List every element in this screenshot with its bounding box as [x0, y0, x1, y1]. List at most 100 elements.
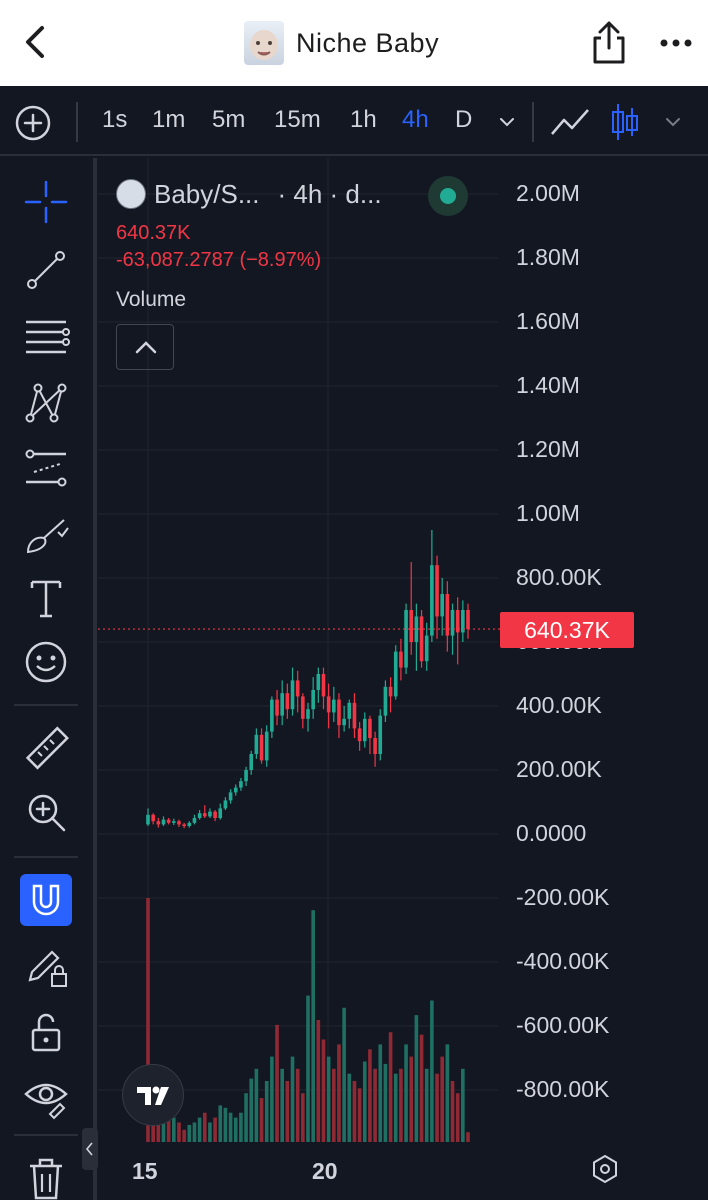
pattern-tool[interactable]: [20, 376, 72, 428]
fib-tool[interactable]: [20, 310, 72, 362]
candle-body: [295, 680, 300, 697]
candle-body: [233, 787, 238, 793]
measure-tool[interactable]: [20, 722, 72, 774]
last-price: 640.37K: [116, 222, 191, 244]
price-chart[interactable]: [98, 158, 708, 1200]
volume-bar: [146, 898, 150, 1142]
candle-body: [337, 699, 341, 726]
pencil-lock-icon: [28, 950, 67, 987]
smiley-icon: [25, 641, 67, 683]
drawing-tools-rail: [0, 158, 92, 1200]
crosshair-tool[interactable]: [20, 176, 72, 228]
timeframe-1s[interactable]: 1s: [102, 106, 128, 133]
timeframe-1h[interactable]: 1h: [350, 106, 377, 133]
timeframe-15m[interactable]: 15m: [274, 106, 321, 133]
volume-bar: [362, 1061, 367, 1142]
rail-divider: [14, 1134, 78, 1136]
volume-indicator-label[interactable]: Volume: [116, 288, 187, 311]
x-tick-label: 20: [312, 1158, 338, 1184]
candle-body: [223, 800, 228, 809]
app-header: Niche Baby: [0, 0, 708, 86]
collapse-legend-button[interactable]: [116, 324, 174, 370]
visibility-tool[interactable]: [20, 1070, 72, 1122]
volume-bar: [259, 1098, 264, 1142]
chevron-left-icon: [26, 26, 44, 58]
tradingview-logo[interactable]: [122, 1064, 184, 1126]
magnet-tool[interactable]: [20, 874, 72, 926]
y-tick-label: 1.20M: [516, 436, 580, 462]
candle-body: [311, 690, 315, 710]
trend-line-icon: [27, 251, 65, 289]
volume-bar: [295, 1068, 300, 1142]
market-status-dot[interactable]: [428, 176, 468, 216]
symbol-name[interactable]: Baby/S...: [154, 178, 260, 209]
candle-body: [239, 781, 243, 788]
volume-bar: [280, 1068, 284, 1142]
volume-bar: [208, 1122, 212, 1142]
share-button[interactable]: [586, 18, 632, 68]
more-horizontal-icon: [660, 39, 692, 47]
candle-body: [399, 651, 403, 668]
chart-type-dropdown[interactable]: [662, 112, 684, 132]
collapse-rail-button[interactable]: [82, 1128, 98, 1170]
lock-tool[interactable]: [20, 1006, 72, 1058]
emoji-tool[interactable]: [20, 636, 72, 688]
line-chart-icon: [551, 109, 589, 135]
volume-bar: [332, 1068, 336, 1142]
candle-body: [192, 818, 197, 823]
candle-body: [285, 693, 290, 710]
chart-pane[interactable]: Baby/S... · 4h · d... 640.37K -63,087.27…: [98, 158, 708, 1200]
candle-body: [461, 610, 465, 633]
candle-body: [172, 821, 176, 823]
price-change: -63,087.2787 (−8.97%): [116, 249, 322, 271]
magnet-icon: [32, 884, 60, 916]
timeframe-d[interactable]: D: [455, 106, 473, 133]
timeframe-1m[interactable]: 1m: [152, 106, 186, 133]
symbol-row[interactable]: Baby/S... · 4h · d...: [116, 176, 496, 216]
y-tick-label: 1.60M: [516, 308, 580, 334]
volume-bar: [182, 1129, 186, 1142]
delete-tool[interactable]: [20, 1152, 72, 1200]
candle-body: [424, 635, 429, 662]
forecast-tool[interactable]: [20, 442, 72, 494]
y-tick-label: -400.00K: [516, 948, 610, 974]
candle-body: [151, 814, 155, 822]
line-chart-button[interactable]: [548, 104, 592, 140]
volume-bar: [466, 1132, 470, 1142]
candle-body: [393, 651, 398, 697]
lock-drawings-tool[interactable]: [20, 940, 72, 992]
chart-settings-button[interactable]: [588, 1152, 622, 1186]
y-tick-label: -600.00K: [516, 1012, 610, 1038]
add-indicator-button[interactable]: [14, 104, 52, 142]
timeframe-dropdown[interactable]: [496, 112, 518, 132]
back-button[interactable]: [14, 20, 58, 64]
trend-line-tool[interactable]: [20, 244, 72, 296]
volume-bar: [414, 1015, 419, 1142]
candlestick-button[interactable]: [610, 100, 640, 144]
candle-body: [228, 792, 233, 801]
timeframe-4h[interactable]: 4h: [402, 106, 429, 133]
timeframe-5m[interactable]: 5m: [212, 106, 246, 133]
zoom-tool[interactable]: [20, 786, 72, 838]
candle-body: [342, 718, 346, 726]
more-button[interactable]: [656, 28, 696, 58]
volume-bar: [368, 1049, 372, 1142]
candle-body: [445, 594, 450, 636]
volume-bar: [301, 1093, 305, 1142]
text-tool[interactable]: [20, 572, 72, 624]
volume-bar: [383, 1063, 388, 1142]
y-tick-label: -200.00K: [516, 884, 610, 910]
volume-bar: [233, 1117, 238, 1142]
volume-bar: [435, 1073, 439, 1142]
volume-bar: [223, 1107, 228, 1142]
volume-bar: [290, 1056, 295, 1142]
volume-bar: [378, 1044, 383, 1142]
y-tick-label: -800.00K: [516, 1076, 610, 1102]
rail-separator: [93, 158, 97, 1200]
volume-bar: [202, 1112, 207, 1142]
y-tick-label: 400.00K: [516, 692, 602, 718]
brush-tool[interactable]: [20, 508, 72, 560]
volume-bar: [275, 1024, 279, 1142]
candle-body: [177, 821, 181, 825]
candle-body: [259, 734, 264, 761]
